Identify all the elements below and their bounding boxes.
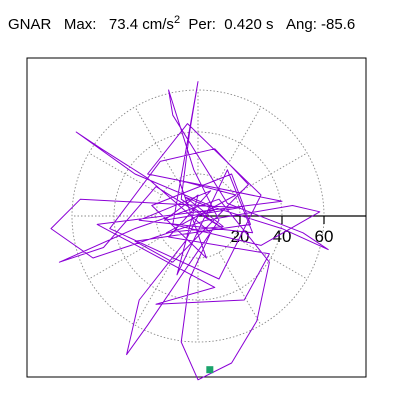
plot-frame <box>26 57 367 378</box>
grid-spoke-30 <box>234 152 308 196</box>
grid-spoke-330 <box>234 236 308 280</box>
angle-value: -85.6 <box>321 16 356 33</box>
grid-spoke-240 <box>134 252 178 326</box>
period-label: Per: <box>188 16 216 33</box>
tick-label-60: 60 <box>315 227 334 246</box>
grid-spoke-150 <box>88 152 162 196</box>
period-value: 0.420 s <box>224 16 274 33</box>
trace-line <box>50 81 329 381</box>
trace-layer <box>50 81 329 381</box>
station-code: GNAR <box>8 16 52 33</box>
max-unit-base: cm/s <box>142 16 174 33</box>
max-unit-exponent: 2 <box>173 14 181 26</box>
grid-spoke-120 <box>134 106 178 180</box>
max-label: Max: <box>63 16 97 33</box>
grid-spoke-300 <box>218 252 262 326</box>
radial-axis: 20 40 60 <box>198 215 366 246</box>
max-value: 73.4 <box>108 16 139 33</box>
marker-layer <box>206 366 214 374</box>
chart-title: GNAR Max: 73.4 cm/s2 Per: 0.420 s Ang: -… <box>8 14 355 36</box>
peak-marker <box>206 366 214 374</box>
tick-label-40: 40 <box>273 227 292 246</box>
angle-label: Ang: <box>286 16 317 33</box>
max-unit: cm/s2 <box>142 14 180 36</box>
grid-spoke-210 <box>88 236 162 280</box>
grid-spoke-60 <box>218 106 262 180</box>
